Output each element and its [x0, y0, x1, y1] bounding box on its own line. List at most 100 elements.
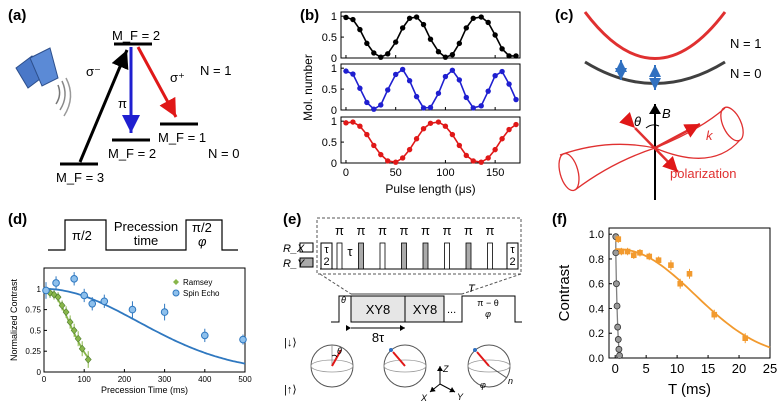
x-tick-label: 200 [118, 375, 132, 384]
data-point [506, 81, 512, 87]
axis-y-label: Y [457, 392, 464, 402]
data-point [478, 159, 484, 165]
pi-label: π [118, 96, 127, 111]
pi-pulse [358, 242, 364, 270]
data-point [456, 77, 463, 83]
y-tick-label: 0.5 [30, 326, 42, 335]
data-point [478, 103, 484, 109]
data-point [637, 249, 643, 256]
precession-line1: Precession [114, 219, 178, 234]
data-point [392, 71, 399, 78]
x-tick-label: 25 [763, 361, 777, 376]
data-point [613, 280, 620, 288]
xy8-label-2: XY8 [413, 302, 438, 317]
data-point [492, 146, 498, 153]
pulse-last-label1: π/2 [192, 220, 212, 235]
pi-pulse [487, 242, 493, 270]
data-point [614, 323, 622, 331]
pi-pulse [465, 242, 472, 270]
x-tick-label: 0 [612, 361, 619, 376]
theta-label-c: θ [634, 114, 641, 129]
x-tick-label: 300 [158, 375, 172, 384]
chart-d: 0 0.25 0.5 0.75 1 0 100 200 300 400 500 Precession … [9, 267, 252, 395]
data-point [364, 99, 370, 106]
data-point [413, 14, 420, 20]
data-point [371, 50, 377, 56]
bloch-sphere-2 [383, 344, 427, 388]
data-point [413, 93, 420, 100]
x-tick-label: 100 [436, 167, 454, 179]
panel-c-label: (c) [555, 7, 573, 24]
x-tick-label: 100 [78, 375, 92, 384]
polarization-label: polarization [670, 166, 737, 181]
y-tick-label: 0.8 [589, 254, 604, 266]
data-point [470, 105, 476, 111]
data-point [420, 126, 427, 132]
zoom-line-right [461, 273, 522, 295]
panel-f-label: (f) [552, 211, 567, 228]
bloch-sphere-1: θ [310, 344, 354, 388]
data-point [80, 291, 88, 300]
x-tick-label: 0 [42, 375, 47, 384]
data-point [612, 249, 620, 257]
data-point [100, 297, 109, 306]
speaker-icon [15, 47, 72, 117]
series-line [345, 68, 517, 110]
data-point [463, 25, 469, 31]
data-point [478, 14, 484, 20]
data-point [492, 73, 498, 79]
data-point [646, 253, 653, 260]
pi-label: π [378, 223, 387, 238]
data-point [470, 158, 476, 164]
legend-label: Ramsey [183, 278, 212, 287]
axis-x-label: X [420, 393, 428, 403]
pi-label: π [357, 223, 366, 238]
pi-label: π [464, 223, 473, 238]
panel-a-label: (a) [8, 7, 26, 24]
data-point [449, 131, 456, 138]
panel-a: (a) M_F = 2 M_F = 3 M_F = 2 M_F = 1 N = … [8, 7, 239, 185]
data-point [343, 68, 349, 74]
ry-label: R_Y [283, 258, 305, 270]
data-point [624, 248, 631, 255]
x-tick-label: 20 [732, 361, 746, 376]
half-tau-box-right [506, 242, 519, 270]
k-label: k [706, 128, 714, 143]
sigma-minus-label: σ⁻ [86, 64, 101, 79]
data-point [385, 51, 391, 57]
pi-label: π [400, 223, 409, 238]
data-point [513, 96, 519, 103]
pulse-first-label: π/2 [72, 228, 92, 243]
y-axis-title: Mol. number [301, 54, 315, 121]
data-point [88, 299, 97, 308]
manifold-lower-label: N = 0 [208, 146, 239, 161]
data-point [364, 131, 370, 138]
pi-pulse [336, 242, 343, 270]
data-point [62, 308, 70, 317]
data-point [378, 102, 384, 108]
x-tick-label: 400 [198, 375, 212, 384]
panel-e-label: (e) [283, 211, 301, 228]
data-point [357, 26, 363, 33]
data-point [201, 331, 209, 340]
panel-d: (d) π/2 Precession time π/2 φ 0 0.25 0.5 0.… [8, 211, 252, 395]
polarization-vector [619, 112, 679, 173]
panel-b-label: (b) [300, 7, 319, 24]
pi-label: π [443, 223, 452, 238]
data-point [686, 271, 693, 277]
data-point [70, 326, 78, 335]
data-point [160, 308, 169, 316]
data-point [350, 71, 356, 77]
pi-pulse [401, 242, 407, 270]
rx-swatch [299, 242, 314, 253]
y-tick-label: 0.5 [322, 84, 337, 96]
data-point [399, 155, 406, 161]
data-point [399, 66, 406, 73]
seq-theta-label: θ [341, 295, 346, 305]
spin-down-label: |↓⟩ [284, 337, 297, 349]
data-point [677, 280, 684, 287]
y-tick-label: 0.4 [589, 303, 604, 315]
transition-sigma-minus [78, 49, 129, 163]
